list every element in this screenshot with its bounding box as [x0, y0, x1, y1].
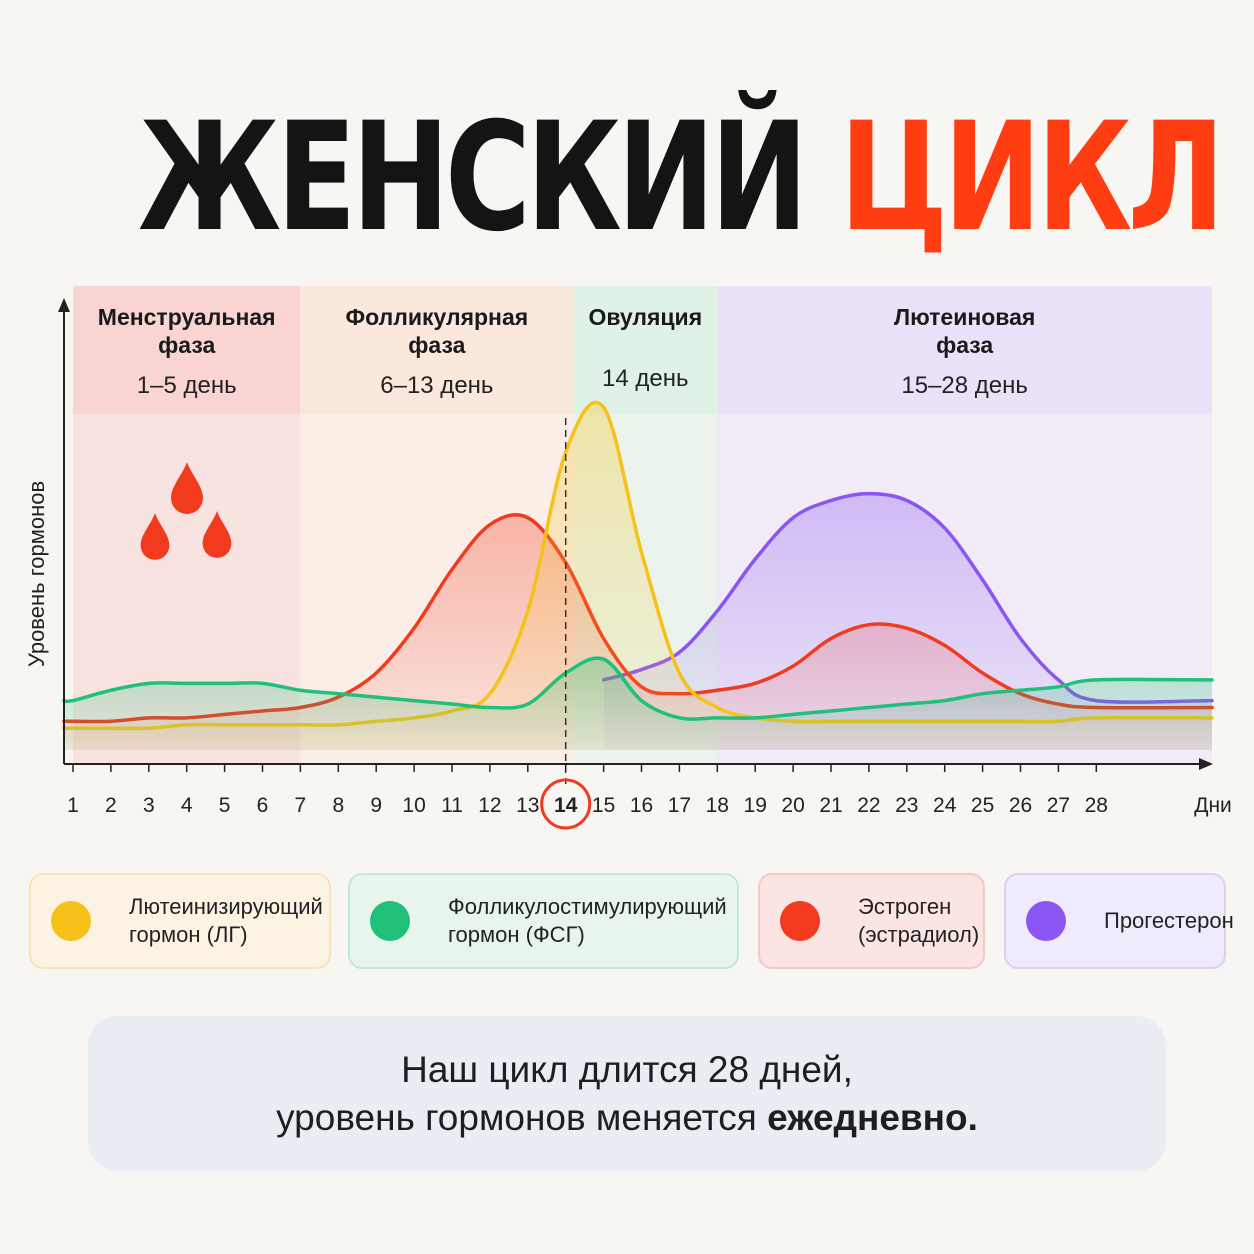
legend-dot-icon: [51, 901, 91, 941]
x-tick-label: 14: [554, 794, 578, 817]
title-word-1: ЖЕНСКИЙ: [137, 91, 808, 265]
note-line-2-text: уровень гормонов меняется: [276, 1096, 757, 1138]
x-tick-label: 1: [67, 794, 79, 817]
x-axis-arrow-icon: [1199, 758, 1213, 770]
x-axis-unit: Дни: [1194, 794, 1232, 817]
info-note: Наш цикл длится 28 дней, уровень гормоно…: [88, 1016, 1166, 1171]
phase-name: Овуляция: [588, 304, 702, 330]
phase-days: 14 день: [602, 365, 688, 392]
hormone-chart: Менструальная фаза 1–5 день Фолликулярная фа…: [24, 286, 1232, 830]
phase-header-bg: [73, 286, 301, 414]
legend-label: Эстроген (эстрадиол): [858, 894, 980, 947]
legend-dot-icon: [1026, 901, 1066, 941]
highlight-day-circle: [540, 778, 592, 830]
title-word-2: ЦИКЛ: [839, 91, 1225, 265]
blood-drop-icon: [202, 511, 232, 558]
x-tick-label: 21: [819, 794, 842, 817]
phase-header-bg: [573, 286, 718, 414]
y-axis-label: Уровень гормонов: [24, 481, 49, 667]
x-tick-label: 6: [257, 794, 269, 817]
x-tick-label: 16: [630, 794, 653, 817]
x-tick-label: 10: [402, 794, 425, 817]
x-tick-label: 17: [668, 794, 691, 817]
blood-drop-icon: [171, 462, 203, 514]
phase-name: Лютеиновая фаза: [894, 304, 1035, 358]
fsh-area: [64, 658, 1212, 750]
legend-label: Фолликулостимулирующий гормон (ФСГ): [448, 894, 727, 947]
blood-drops-icon: [140, 462, 232, 560]
x-tick-label: 13: [516, 794, 539, 817]
page-title: ЖЕНСКИЙ ЦИКЛ: [138, 98, 1225, 258]
legend-item-fsh: Фолликулостимулирующий гормон (ФСГ): [348, 873, 739, 969]
y-axis-arrow-icon: [58, 298, 70, 312]
x-tick-label: 8: [332, 794, 344, 817]
x-tick-label: 11: [441, 794, 463, 817]
legend-item-lh: Лютеинизирующий гормон (ЛГ): [29, 873, 331, 969]
x-tick-label: 28: [1085, 794, 1108, 817]
progesterone-line: [601, 491, 1214, 704]
x-tick-label: 22: [857, 794, 880, 817]
phase-header-bg: [300, 286, 574, 414]
fsh-line: [62, 656, 1214, 721]
lh-area: [64, 402, 1212, 750]
phase-days: 15–28 день: [901, 372, 1028, 399]
note-line-2: уровень гормонов меняется ежедневно.: [276, 1094, 978, 1142]
x-tick-label: 4: [181, 794, 193, 817]
x-tick-label: 27: [1047, 794, 1070, 817]
legend-label: Прогестерон: [1104, 908, 1234, 933]
x-tick-label: 7: [295, 794, 307, 817]
legend-dot-icon: [780, 901, 820, 941]
x-tick-label: 23: [895, 794, 918, 817]
x-tick-label: 9: [370, 794, 382, 817]
legend-item-progesterone: Прогестерон: [1004, 873, 1234, 969]
x-tick-label: 24: [933, 794, 957, 817]
blood-drop-icon: [140, 513, 170, 560]
x-tick-label: 2: [105, 794, 117, 817]
phase-name: Фолликулярная фаза: [346, 304, 529, 358]
x-tick-label: 3: [143, 794, 155, 817]
x-tick-label: 18: [706, 794, 729, 817]
phase-header-bg: [717, 286, 1212, 414]
legend-label: Лютеинизирующий гормон (ЛГ): [129, 894, 323, 947]
note-line-2-bold: ежедневно.: [767, 1096, 978, 1138]
x-tick-label: 19: [744, 794, 767, 817]
x-tick-label: 26: [1009, 794, 1032, 817]
x-tick-label: 12: [478, 794, 501, 817]
legend-dot-icon: [370, 901, 410, 941]
phase-days: 6–13 день: [380, 372, 493, 399]
phase-days: 1–5 день: [137, 372, 237, 399]
x-tick-label: 25: [971, 794, 994, 817]
note-line-1: Наш цикл длится 28 дней,: [401, 1048, 853, 1090]
phase-name: Менструальная фаза: [98, 304, 276, 358]
x-tick-label: 20: [781, 794, 804, 817]
legend-item-estrogen: Эстроген (эстрадиол): [758, 873, 985, 969]
x-tick-label: 15: [592, 794, 615, 817]
x-tick-label: 5: [219, 794, 231, 817]
